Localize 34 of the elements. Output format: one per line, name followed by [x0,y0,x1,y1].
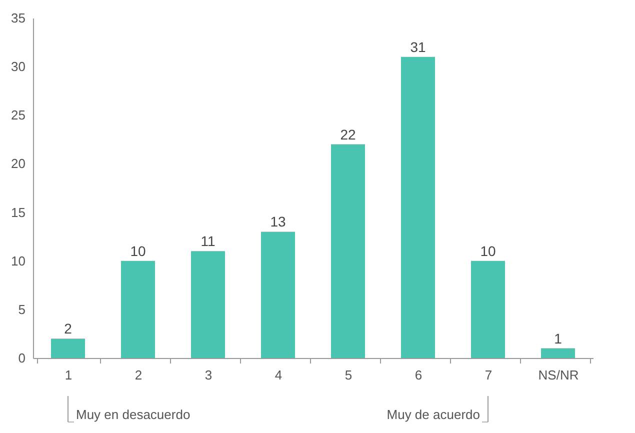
y-tick-label: 10 [11,253,26,268]
x-tick-label: 1 [64,368,72,382]
data-label: 1 [554,330,562,346]
data-label: 2 [64,320,72,337]
y-tick-label: 25 [11,108,26,123]
x-tick-label: 6 [414,368,422,382]
data-label: 10 [480,242,496,259]
y-tick-label: 35 [11,10,26,26]
bar [191,251,225,358]
y-tick-label: 5 [18,302,26,317]
bar [331,144,365,358]
y-tick-label: 20 [11,156,26,172]
data-label: 13 [270,214,286,230]
x-tick-label: 3 [204,368,212,382]
y-tick-label: 15 [11,204,26,220]
data-label: 10 [130,242,146,259]
bar [541,348,575,358]
y-tick-label: 0 [18,350,26,366]
x-tick-label: 4 [274,368,282,382]
x-tick-label: NS/NR [538,368,579,382]
bar [121,260,155,358]
data-label: 22 [340,126,356,142]
text: Muy en desacuerdo [76,407,190,422]
x-tick-label: 7 [484,368,492,382]
bar [401,56,435,358]
data-label: 31 [410,38,426,55]
bar [51,338,85,358]
x-tick-label: 5 [344,368,352,382]
text: Muy de acuerdo [386,407,480,422]
data-label: 11 [200,233,216,250]
x-tick-label: 2 [134,368,142,382]
y-tick-label: 30 [11,59,26,74]
bar [261,232,295,358]
bar [471,260,505,358]
